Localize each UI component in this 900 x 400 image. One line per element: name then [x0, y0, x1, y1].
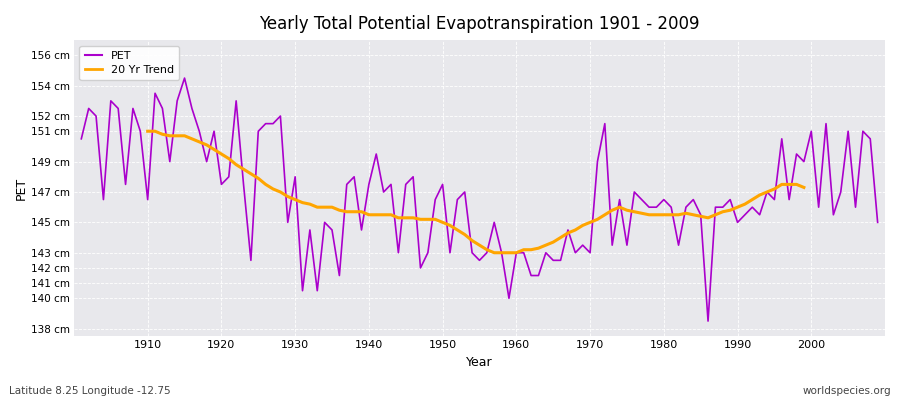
- Title: Yearly Total Potential Evapotranspiration 1901 - 2009: Yearly Total Potential Evapotranspiratio…: [259, 15, 699, 33]
- Text: worldspecies.org: worldspecies.org: [803, 386, 891, 396]
- X-axis label: Year: Year: [466, 356, 493, 369]
- Legend: PET, 20 Yr Trend: PET, 20 Yr Trend: [79, 46, 179, 80]
- Y-axis label: PET: PET: [15, 177, 28, 200]
- Text: Latitude 8.25 Longitude -12.75: Latitude 8.25 Longitude -12.75: [9, 386, 171, 396]
